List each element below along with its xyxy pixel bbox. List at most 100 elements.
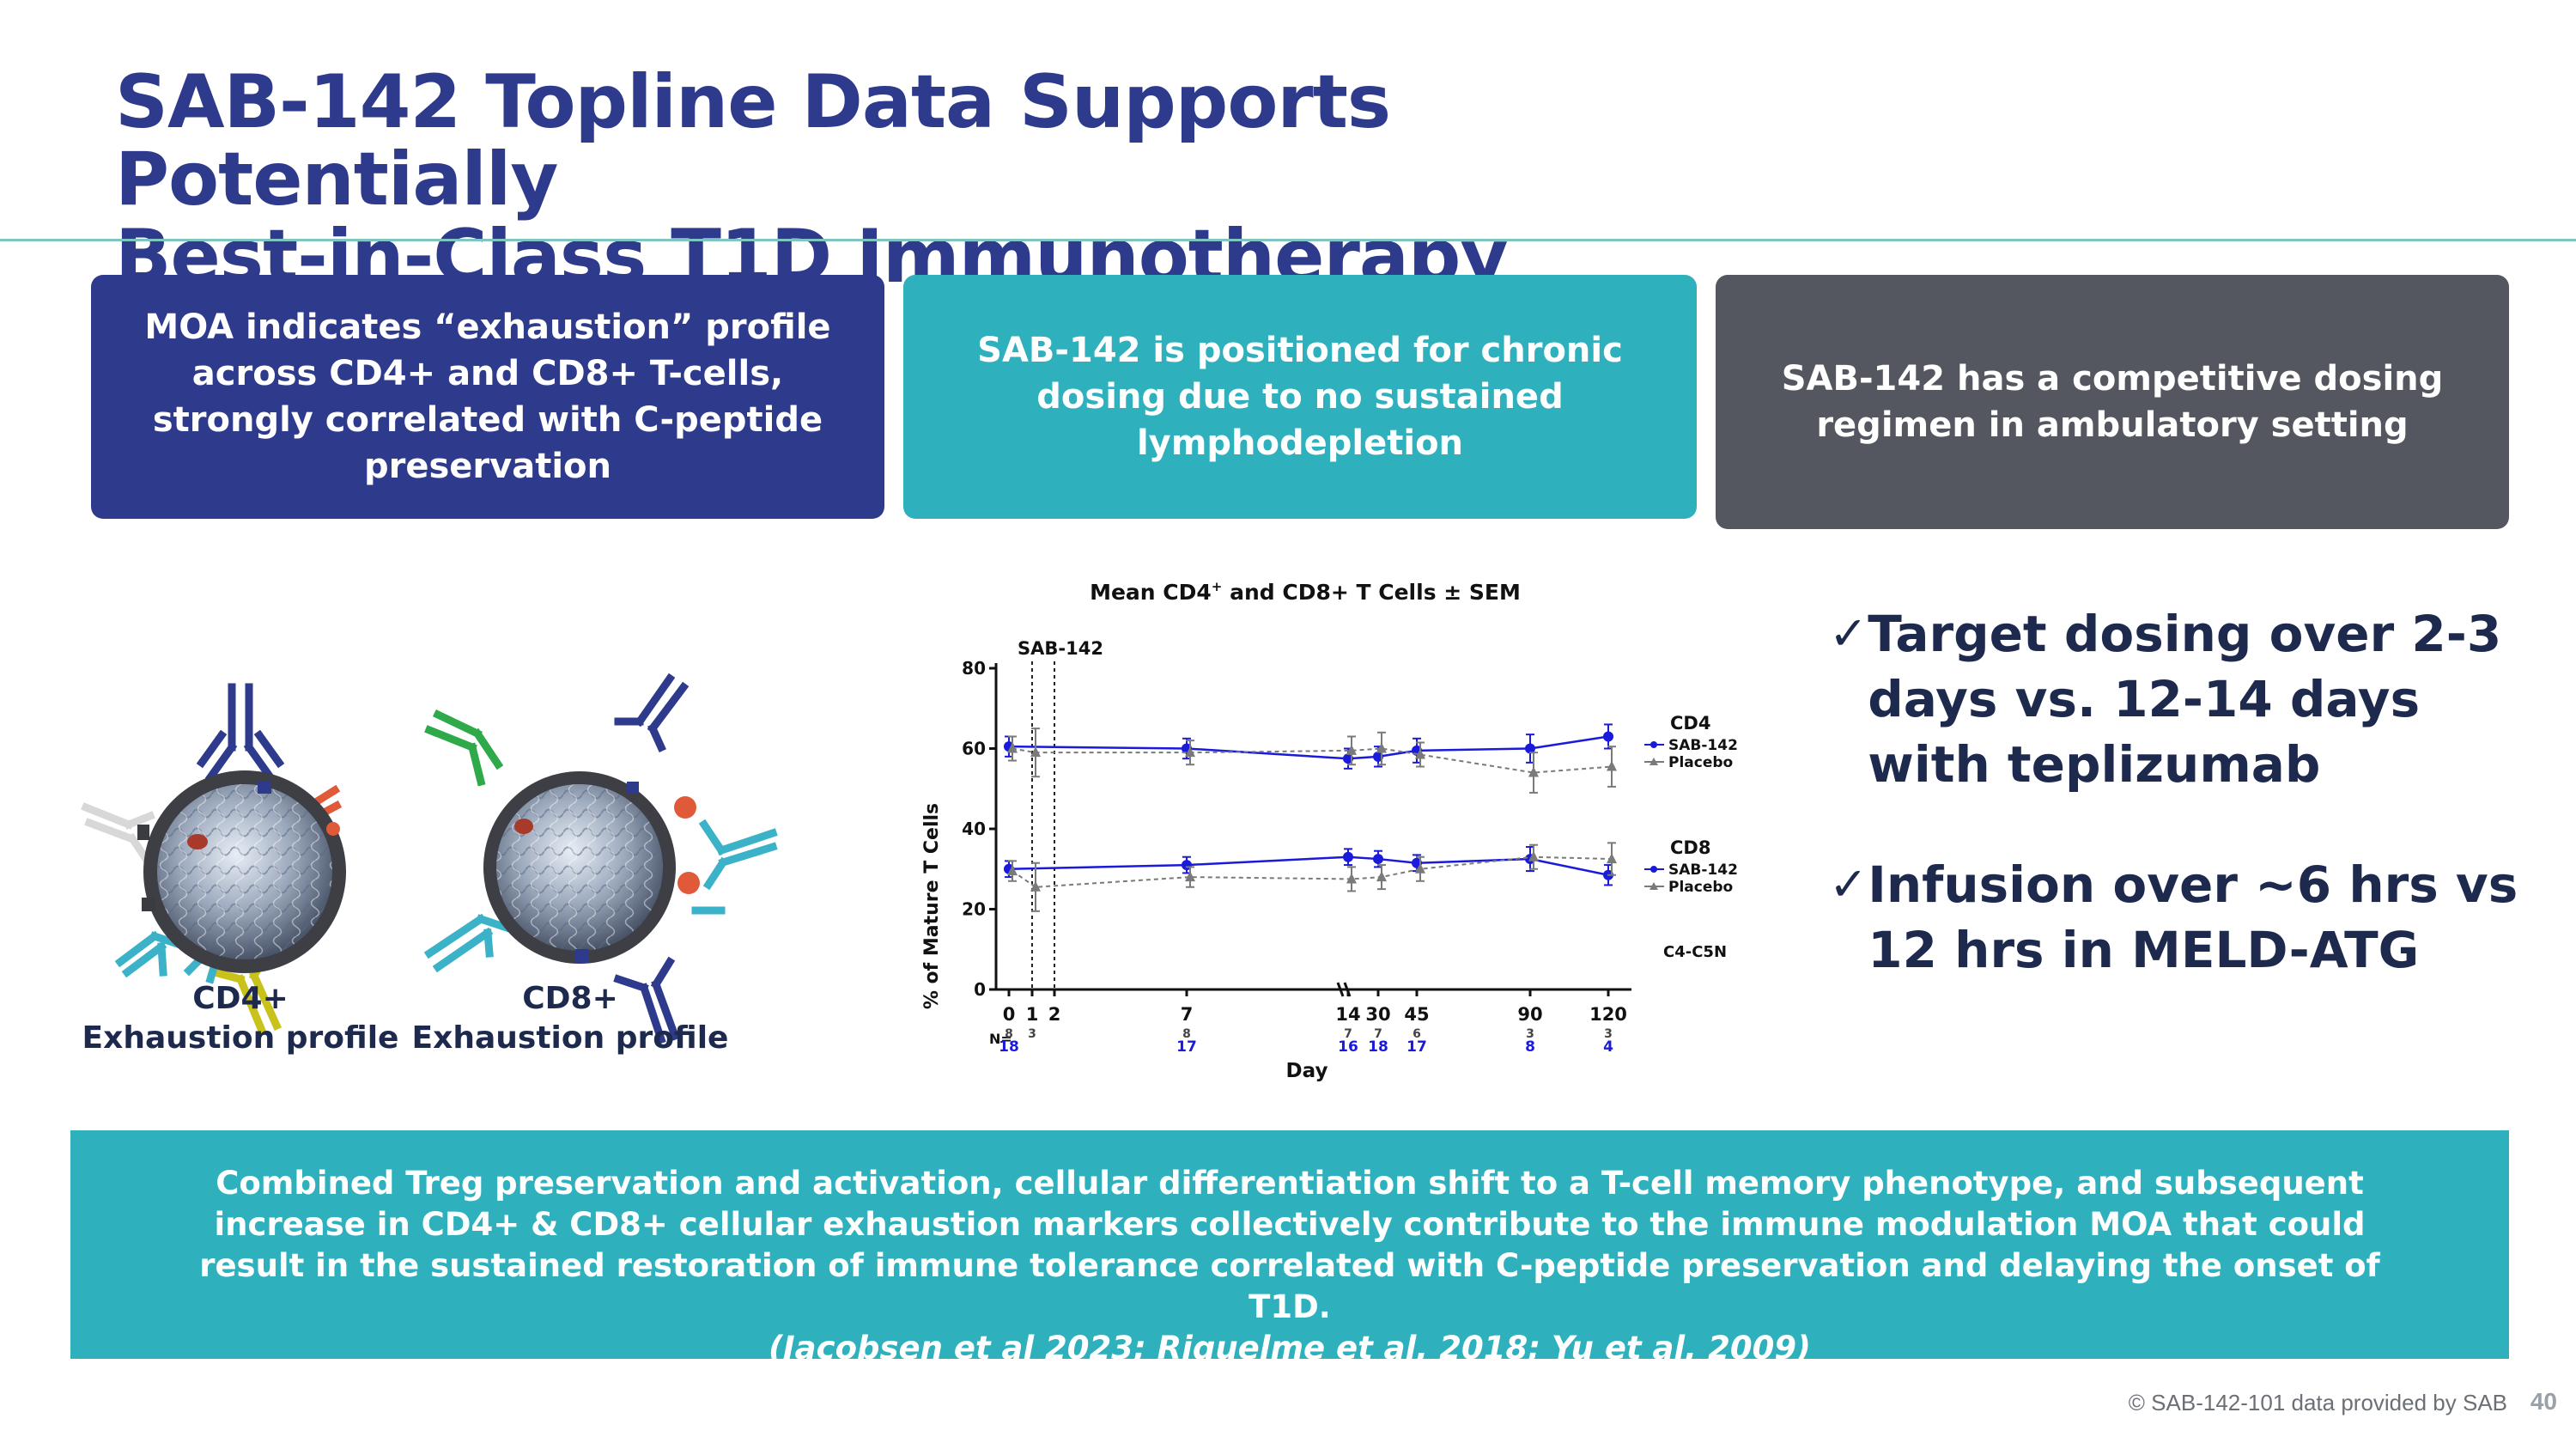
- x-tick-label: 7: [1181, 1004, 1194, 1025]
- chronic-dosing-text: SAB-142 is positioned for chronic dosing…: [977, 331, 1623, 463]
- cd8-label-line-2: Exhaustion profile: [411, 1020, 729, 1056]
- x-tick-label: 0: [1003, 1004, 1016, 1025]
- x-tick-label: 2: [1048, 1004, 1061, 1025]
- y-tick-label: 60: [962, 739, 986, 759]
- data-point-placebo: [1415, 862, 1425, 874]
- n-label: N=: [989, 1031, 1012, 1047]
- data-point-sab142: [1343, 851, 1353, 862]
- dosing-bullets: ✓ Target dosing over 2-3 days vs. 12-14 …: [1829, 601, 2559, 1038]
- bullet-text: Infusion over ~6 hrs vs 12 hrs in MELD-A…: [1868, 855, 2518, 979]
- n-sab142-label: 4: [1603, 1038, 1613, 1056]
- page-number: 40: [2530, 1388, 2557, 1415]
- title-line-1: SAB-142 Topline Data Supports Potentiall…: [115, 59, 1391, 222]
- n-sab142-label: 17: [1406, 1038, 1427, 1056]
- data-point-sab142: [1525, 743, 1535, 754]
- bullet-text: Target dosing over 2-3 days vs. 12-14 da…: [1868, 605, 2502, 794]
- group-label-cd4: CD4: [1670, 713, 1710, 734]
- data-point-placebo: [1376, 742, 1387, 753]
- chart-title-sup: +: [1212, 579, 1223, 594]
- legend-entry: Placebo: [1668, 879, 1733, 896]
- series-line-cd8-sab142: [1008, 855, 1609, 876]
- legend-marker: [1650, 741, 1657, 748]
- legend-entry: SAB-142: [1668, 861, 1738, 879]
- legend-marker: [1649, 758, 1658, 765]
- t-cell-line-chart: Mean CD4+ and CD8+ T Cells ± SEM SAB-142…: [921, 579, 1738, 1082]
- n-placebo-label: 8: [1005, 1027, 1013, 1041]
- series-line-cd4-sab142: [1008, 735, 1609, 760]
- dosing-regimen-text: SAB-142 has a competitive dosing regimen…: [1781, 359, 2444, 445]
- cd8-cell-illustration: [423, 673, 778, 1044]
- data-point-placebo: [1528, 766, 1539, 777]
- data-point-sab142: [1373, 854, 1383, 865]
- chart-title-main: Mean CD4: [1090, 580, 1212, 605]
- footer-credit: © SAB-142-101 data provided by SAB: [2128, 1390, 2507, 1416]
- cd4-label-line-1: CD4+: [192, 981, 289, 1016]
- data-point-placebo: [1346, 744, 1357, 755]
- citation-text: (Jacobsen et al 2023; Riquelme et al, 20…: [769, 1330, 1811, 1367]
- series-line-cd4-placebo: [1012, 747, 1613, 774]
- legend-entry: SAB-142: [1668, 737, 1738, 754]
- check-icon: ✓: [1829, 857, 1868, 911]
- series-line-cd8-placebo: [1012, 855, 1613, 888]
- cd8-label: CD8+ Exhaustion profile: [381, 979, 759, 1058]
- cd4-label-line-2: Exhaustion profile: [82, 1020, 399, 1056]
- n-sab142-label: 17: [1176, 1038, 1197, 1056]
- cd4-cell-illustration: [81, 683, 346, 1036]
- data-point-placebo: [1607, 853, 1617, 864]
- y-tick-label: 40: [962, 819, 986, 839]
- chart-title-rest: and CD8+ T Cells ± SEM: [1222, 580, 1521, 605]
- moa-summary-box: MOA indicates “exhaustion” profile acros…: [91, 275, 884, 519]
- n-placebo-label: 7: [1374, 1027, 1382, 1041]
- x-tick-label: 90: [1517, 1004, 1542, 1025]
- data-point-placebo: [1030, 880, 1041, 892]
- chart-title: Mean CD4+ and CD8+ T Cells ± SEM: [1090, 579, 1521, 605]
- cd8-label-line-1: CD8+: [522, 981, 618, 1016]
- data-point-placebo: [1007, 742, 1018, 753]
- data-point-placebo: [1346, 873, 1357, 884]
- data-point-placebo: [1185, 871, 1195, 882]
- bullet-item: ✓ Infusion over ~6 hrs vs 12 hrs in MELD…: [1829, 852, 2559, 983]
- n-placebo-label: 3: [1526, 1027, 1534, 1041]
- x-tick-label: 14: [1335, 1004, 1360, 1025]
- group-label-cd8: CD8: [1670, 837, 1710, 858]
- n-sab142-label: 8: [1525, 1038, 1535, 1056]
- data-point-placebo: [1376, 871, 1387, 882]
- legend-entry: Placebo: [1668, 754, 1733, 771]
- data-point-placebo: [1528, 850, 1539, 861]
- x-axis-label: Day: [1286, 1060, 1328, 1082]
- slide-title: SAB-142 Topline Data Supports Potentiall…: [115, 64, 1832, 295]
- n-sab142-label: 18: [999, 1038, 1019, 1056]
- data-point-placebo: [1007, 865, 1018, 876]
- chart-annotation: C4-C5N: [1663, 943, 1727, 961]
- x-tick-label: 30: [1365, 1004, 1390, 1025]
- n-placebo-label: 3: [1604, 1027, 1613, 1041]
- n-placebo-label: 3: [1028, 1027, 1036, 1041]
- y-tick-label: 20: [962, 899, 986, 920]
- title-divider: [0, 239, 2576, 241]
- legend-marker: [1650, 866, 1657, 873]
- x-tick-label: 45: [1404, 1004, 1429, 1025]
- antibody-icon: [423, 673, 778, 1044]
- x-tick-label: 1: [1026, 1004, 1039, 1025]
- data-point-placebo: [1030, 746, 1041, 758]
- data-point-placebo: [1415, 748, 1425, 759]
- data-point-sab142: [1603, 731, 1613, 742]
- n-placebo-label: 6: [1413, 1027, 1421, 1041]
- n-sab142-label: 16: [1338, 1038, 1358, 1056]
- legend-marker: [1649, 882, 1658, 890]
- x-tick-label: 120: [1589, 1004, 1627, 1025]
- data-point-placebo: [1185, 746, 1195, 758]
- chronic-dosing-box: SAB-142 is positioned for chronic dosing…: [903, 275, 1697, 519]
- conclusion-text: Combined Treg preservation and activatio…: [199, 1165, 2380, 1325]
- check-icon: ✓: [1829, 606, 1868, 661]
- axis-break-mark: [1336, 982, 1345, 997]
- n-placebo-label: 7: [1344, 1027, 1352, 1041]
- n-placebo-label: 8: [1182, 1027, 1191, 1041]
- conclusion-banner: Combined Treg preservation and activatio…: [70, 1130, 2509, 1367]
- y-tick-label: 80: [962, 658, 986, 679]
- dosing-regimen-box: SAB-142 has a competitive dosing regimen…: [1716, 275, 2509, 529]
- bullet-item: ✓ Target dosing over 2-3 days vs. 12-14 …: [1829, 601, 2559, 797]
- data-point-placebo: [1607, 760, 1617, 771]
- y-axis-label: % of Mature T Cells: [921, 803, 943, 1009]
